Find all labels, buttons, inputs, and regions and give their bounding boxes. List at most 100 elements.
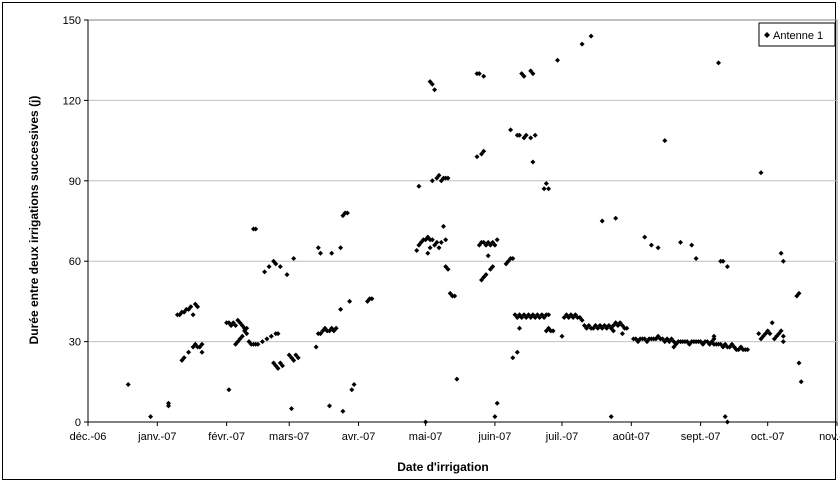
data-point — [237, 320, 243, 326]
data-point — [722, 414, 728, 420]
data-point — [195, 304, 201, 310]
data-point — [226, 387, 232, 393]
data-point — [230, 320, 236, 326]
y-axis: 0 30 60 90 120 150 — [63, 15, 88, 429]
y-axis-title: Durée entre deux irrigations successives… — [27, 96, 41, 345]
data-point — [521, 73, 527, 79]
data-point — [329, 250, 335, 256]
data-point — [338, 245, 344, 251]
data-point — [445, 266, 451, 272]
data-point — [199, 341, 205, 347]
data-point — [432, 87, 438, 93]
data-point — [483, 272, 489, 278]
data-points — [125, 33, 804, 425]
data-point — [796, 290, 802, 296]
data-point — [369, 296, 375, 302]
data-point — [662, 138, 668, 144]
data-point — [481, 148, 487, 154]
data-point — [613, 215, 619, 221]
x-tick-label: oct.-07 — [751, 431, 785, 443]
data-point — [425, 234, 431, 240]
data-point — [441, 223, 446, 229]
data-point — [716, 60, 721, 66]
data-point — [429, 81, 435, 87]
data-point — [798, 379, 804, 385]
x-tick-label: juin-07 — [477, 431, 511, 443]
data-point — [780, 333, 786, 339]
legend-box — [758, 22, 836, 47]
data-point — [253, 226, 259, 232]
data-point — [262, 269, 268, 275]
data-point — [438, 239, 444, 245]
data-point — [284, 272, 290, 278]
x-axis-title: Date d'irrigation — [397, 460, 489, 474]
data-point — [318, 250, 323, 256]
x-tick-label: avr.-07 — [342, 431, 376, 443]
data-point — [517, 132, 522, 138]
data-point — [492, 242, 498, 248]
data-point — [655, 245, 661, 251]
data-point — [423, 419, 429, 425]
data-point — [166, 400, 171, 406]
data-point — [148, 414, 154, 420]
data-point — [273, 261, 279, 267]
data-point — [693, 256, 699, 261]
data-point — [490, 264, 496, 270]
data-point — [559, 333, 565, 339]
legend-marker-icon — [764, 32, 770, 38]
data-point — [259, 339, 265, 345]
data-point — [648, 242, 654, 248]
data-point — [443, 237, 449, 243]
data-point — [291, 256, 297, 261]
x-tick-label: juil.-07 — [545, 431, 578, 443]
data-point — [277, 264, 283, 270]
data-point — [492, 414, 498, 420]
data-point — [293, 352, 299, 358]
plot-area — [87, 19, 838, 423]
data-point — [767, 331, 773, 337]
data-point — [523, 132, 529, 138]
x-tick-label: déc.-06 — [70, 431, 107, 443]
x-tick-label: mai-07 — [409, 431, 443, 443]
data-point — [758, 170, 764, 176]
data-point — [315, 245, 321, 251]
data-point — [338, 306, 344, 312]
data-point — [510, 256, 516, 261]
data-point — [166, 403, 171, 409]
data-point — [289, 406, 294, 412]
gridlines — [88, 19, 837, 343]
data-point — [344, 210, 350, 216]
data-point — [347, 298, 353, 304]
data-point — [756, 331, 762, 337]
data-point — [532, 132, 538, 138]
data-point — [351, 382, 357, 387]
data-point — [588, 33, 594, 39]
data-point — [724, 419, 730, 425]
data-point — [530, 71, 536, 77]
data-point — [655, 333, 661, 339]
data-point — [327, 403, 332, 409]
data-point — [550, 328, 556, 334]
data-point — [642, 234, 648, 240]
data-point — [608, 414, 614, 420]
data-point — [280, 363, 285, 369]
data-point — [275, 365, 281, 371]
data-point — [541, 186, 547, 192]
data-point — [776, 331, 782, 337]
data-point — [508, 127, 514, 133]
data-point — [711, 336, 717, 342]
data-point — [778, 250, 784, 256]
data-point — [476, 71, 482, 77]
data-point — [528, 135, 534, 141]
data-point — [711, 333, 717, 339]
data-point — [186, 349, 192, 355]
data-point — [255, 341, 261, 347]
data-point — [510, 355, 516, 361]
data-point — [436, 172, 442, 178]
x-tick-label: janv.-07 — [137, 431, 176, 443]
x-tick-label: sept.-07 — [681, 431, 721, 443]
data-point — [244, 331, 250, 337]
data-point — [291, 357, 297, 363]
legend: Antenne 1 — [758, 22, 836, 47]
